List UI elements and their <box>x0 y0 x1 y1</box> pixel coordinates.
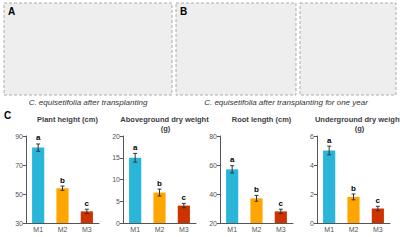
svg-text:B: B <box>180 6 187 17</box>
svg-text:b: b <box>157 179 162 188</box>
svg-text:M2: M2 <box>349 226 359 233</box>
svg-text:70: 70 <box>15 162 23 169</box>
svg-text:b: b <box>351 184 356 193</box>
svg-text:M1: M1 <box>324 226 334 233</box>
svg-text:90: 90 <box>15 133 23 140</box>
svg-text:M3: M3 <box>82 226 92 233</box>
svg-text:M1: M1 <box>130 226 140 233</box>
svg-text:c: c <box>182 193 187 202</box>
svg-text:10: 10 <box>112 176 120 183</box>
svg-text:4: 4 <box>310 162 314 169</box>
svg-text:A: A <box>8 6 15 17</box>
svg-text:b: b <box>254 185 259 194</box>
svg-text:M3: M3 <box>373 226 383 233</box>
svg-text:c: c <box>376 196 381 205</box>
svg-text:60: 60 <box>209 162 217 169</box>
svg-text:M3: M3 <box>276 226 286 233</box>
svg-text:a: a <box>133 143 138 152</box>
svg-text:Root length (cm): Root length (cm) <box>232 115 292 124</box>
svg-text:(g): (g) <box>159 124 171 133</box>
svg-text:c: c <box>85 199 90 208</box>
svg-text:40: 40 <box>209 191 217 198</box>
svg-text:a: a <box>230 155 235 164</box>
svg-text:(g): (g) <box>353 124 365 133</box>
svg-text:C: C <box>4 110 11 121</box>
svg-text:5: 5 <box>116 198 120 205</box>
svg-text:2: 2 <box>310 191 314 198</box>
svg-text:b: b <box>60 176 65 185</box>
svg-text:0: 0 <box>310 220 314 227</box>
svg-text:a: a <box>327 136 332 145</box>
svg-text:6: 6 <box>310 133 314 140</box>
svg-text:M2: M2 <box>58 226 68 233</box>
svg-text:a: a <box>36 133 41 142</box>
svg-text:M1: M1 <box>33 226 43 233</box>
svg-text:C. equisetifolia after transpl: C. equisetifolia after transplanting <box>29 98 148 107</box>
svg-text:Underground dry weight: Underground dry weight <box>315 115 400 124</box>
svg-text:M2: M2 <box>155 226 165 233</box>
svg-text:20: 20 <box>209 220 217 227</box>
svg-text:15: 15 <box>112 154 120 161</box>
svg-text:Aboveground dry weight: Aboveground dry weight <box>120 115 209 124</box>
svg-text:M1: M1 <box>227 226 237 233</box>
svg-text:0: 0 <box>116 220 120 227</box>
svg-text:Plant height (cm): Plant height (cm) <box>37 115 98 124</box>
svg-text:M2: M2 <box>252 226 262 233</box>
svg-text:30: 30 <box>15 220 23 227</box>
svg-text:c: c <box>279 199 284 208</box>
svg-text:80: 80 <box>209 133 217 140</box>
svg-text:C. equisetifolia after transpl: C. equisetifolia after transplanting for… <box>204 98 368 107</box>
svg-text:20: 20 <box>112 133 120 140</box>
svg-text:50: 50 <box>15 191 23 198</box>
svg-text:M3: M3 <box>179 226 189 233</box>
